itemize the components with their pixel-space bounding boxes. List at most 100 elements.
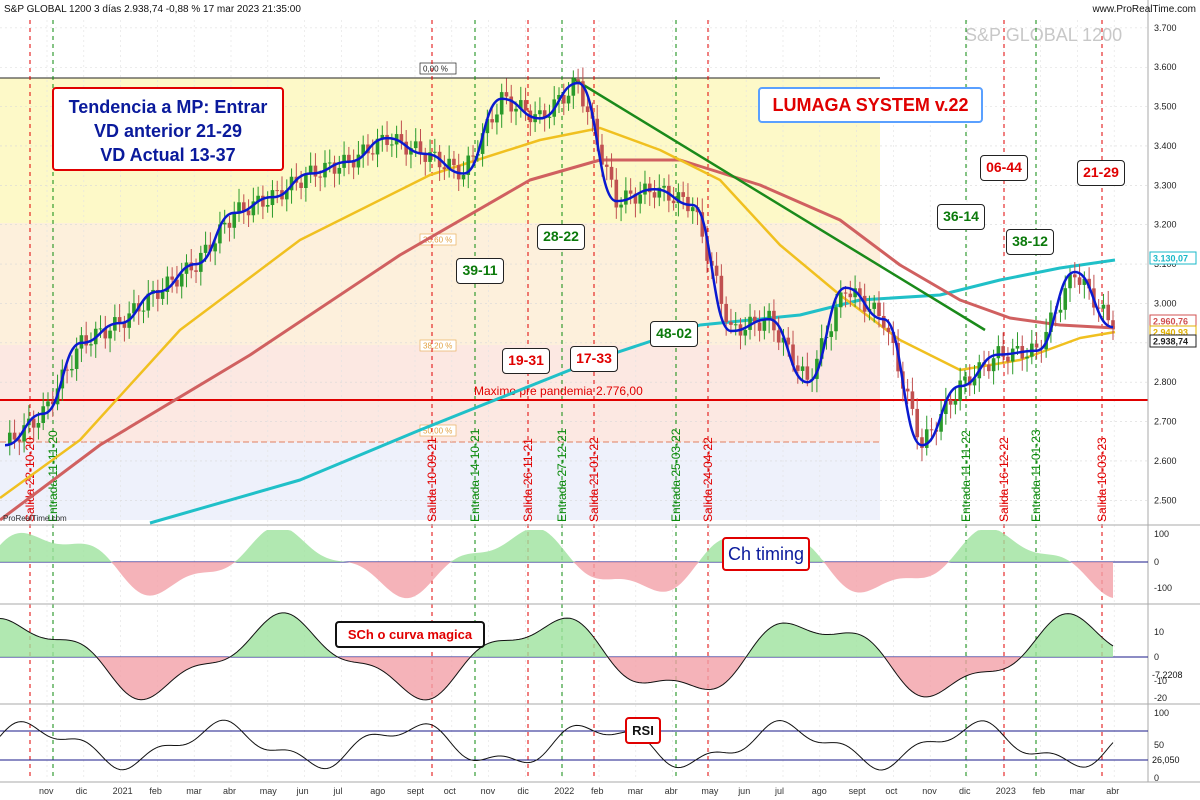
sch-tick: 10 bbox=[1154, 627, 1164, 637]
candle-body bbox=[89, 344, 93, 346]
candle-body bbox=[800, 366, 805, 371]
candle-body bbox=[218, 224, 222, 244]
price-tick: 2.500 bbox=[1154, 495, 1177, 505]
price-tick: 3.400 bbox=[1154, 141, 1177, 151]
candle-body bbox=[1077, 277, 1082, 285]
candle-body bbox=[423, 153, 428, 162]
fib-label: 38,20 % bbox=[419, 339, 457, 352]
candle-body bbox=[237, 202, 241, 214]
signal-label: Entrada 25-03-22 bbox=[669, 428, 683, 522]
signal-label: Salida 16-12-22 bbox=[997, 437, 1011, 522]
price-badge-text: 3.130,07 bbox=[1153, 254, 1188, 264]
price-badge-box bbox=[1149, 251, 1197, 265]
candle-body bbox=[1010, 348, 1015, 362]
candle-body bbox=[877, 302, 881, 316]
candle-body bbox=[514, 108, 518, 112]
candle-body bbox=[910, 391, 915, 409]
rsi-label: RSI bbox=[625, 717, 661, 744]
pair-box: 21-29 bbox=[1077, 160, 1125, 186]
candle-body bbox=[1111, 320, 1115, 328]
pair-box: 38-12 bbox=[1006, 229, 1054, 255]
instrument-header: S&P GLOBAL 1200 3 días 2.938,74 -0,88 % … bbox=[4, 4, 301, 15]
x-axis-label: abr bbox=[665, 786, 678, 796]
candle-body bbox=[170, 276, 174, 280]
candle-body bbox=[31, 418, 36, 428]
signal-label: Entrada 27-12-21 bbox=[555, 428, 569, 522]
x-axis-label: abr bbox=[223, 786, 236, 796]
candle-body bbox=[834, 307, 838, 332]
candle-body bbox=[50, 401, 55, 405]
candle-body bbox=[891, 332, 896, 343]
candle-body bbox=[743, 329, 748, 336]
candle-body bbox=[819, 338, 824, 359]
price-tick: 3.700 bbox=[1154, 23, 1177, 33]
candle-body bbox=[313, 165, 318, 177]
candle-body bbox=[504, 92, 509, 97]
candle-body bbox=[189, 262, 194, 271]
candle-body bbox=[939, 414, 943, 432]
fib-label-text: 50,00 % bbox=[423, 427, 452, 436]
sch-tick: 0 bbox=[1154, 652, 1159, 662]
fib-label-text: 0,00 % bbox=[423, 65, 448, 74]
candle-body bbox=[886, 327, 891, 333]
sch-tick: -20 bbox=[1154, 693, 1167, 703]
candle-body bbox=[647, 183, 652, 193]
candle-body bbox=[246, 210, 251, 216]
x-axis-label: 2022 bbox=[554, 786, 574, 796]
candle-body bbox=[585, 106, 590, 113]
candle-body bbox=[299, 182, 303, 189]
candle-body bbox=[614, 179, 619, 208]
candle-body bbox=[404, 141, 408, 155]
candle-body bbox=[700, 212, 705, 237]
candle-body bbox=[1025, 356, 1029, 359]
pandemic-label: Maximo pre pandemia 2.776,00 bbox=[474, 384, 643, 398]
price-badge-box bbox=[1149, 334, 1197, 348]
candle-body bbox=[872, 302, 877, 309]
candle-body bbox=[1106, 304, 1111, 321]
candle-body bbox=[84, 335, 88, 346]
fib-label-box bbox=[419, 62, 457, 75]
trend-line-1: Tendencia a MP: Entrar bbox=[68, 97, 268, 117]
pair-box: 17-33 bbox=[570, 346, 618, 372]
candle-body bbox=[924, 429, 929, 448]
x-axis-label: may bbox=[260, 786, 278, 796]
x-axis-label: jun bbox=[296, 786, 309, 796]
signal-label: Salida 10-09-21 bbox=[425, 437, 439, 522]
candle-body bbox=[972, 378, 977, 386]
candle-body bbox=[156, 289, 160, 299]
signal-label: Salida 21-01-22 bbox=[587, 437, 601, 522]
pair-box: 48-02 bbox=[650, 321, 698, 347]
candle-body bbox=[581, 81, 585, 107]
price-badge: 2.938,74 bbox=[1149, 334, 1197, 348]
signal-label: Salida 24-04-22 bbox=[701, 437, 715, 522]
osc-negative-area bbox=[0, 657, 1113, 700]
candle-body bbox=[1082, 278, 1087, 285]
candle-body bbox=[628, 190, 633, 194]
candle-body bbox=[1101, 304, 1106, 309]
candle-body bbox=[714, 265, 719, 276]
system-label: LUMAGA SYSTEM v.22 bbox=[758, 87, 983, 123]
candle-body bbox=[165, 276, 170, 292]
ch-timing-panel bbox=[0, 530, 1148, 599]
rsi-line bbox=[0, 719, 1114, 771]
candle-body bbox=[566, 95, 571, 104]
fib-band-50-61 bbox=[0, 442, 880, 520]
candle-body bbox=[1068, 274, 1072, 289]
rsi-tick: 50 bbox=[1154, 740, 1164, 750]
candle-body bbox=[409, 148, 413, 155]
candle-body bbox=[304, 174, 308, 189]
x-axis-label: jul bbox=[332, 786, 342, 796]
x-axis-label: jul bbox=[774, 786, 784, 796]
candle-body bbox=[318, 176, 323, 178]
price-tick: 3.000 bbox=[1154, 298, 1177, 308]
candle-body bbox=[724, 303, 728, 323]
candle-body bbox=[356, 154, 361, 168]
candle-body bbox=[265, 205, 270, 207]
candle-body bbox=[786, 337, 791, 345]
candle-body bbox=[753, 316, 757, 323]
x-axis-label: oct bbox=[885, 786, 898, 796]
candle-body bbox=[1063, 288, 1068, 310]
candle-body bbox=[547, 116, 552, 118]
signal-label: Entrada 14-10-21 bbox=[468, 428, 482, 522]
